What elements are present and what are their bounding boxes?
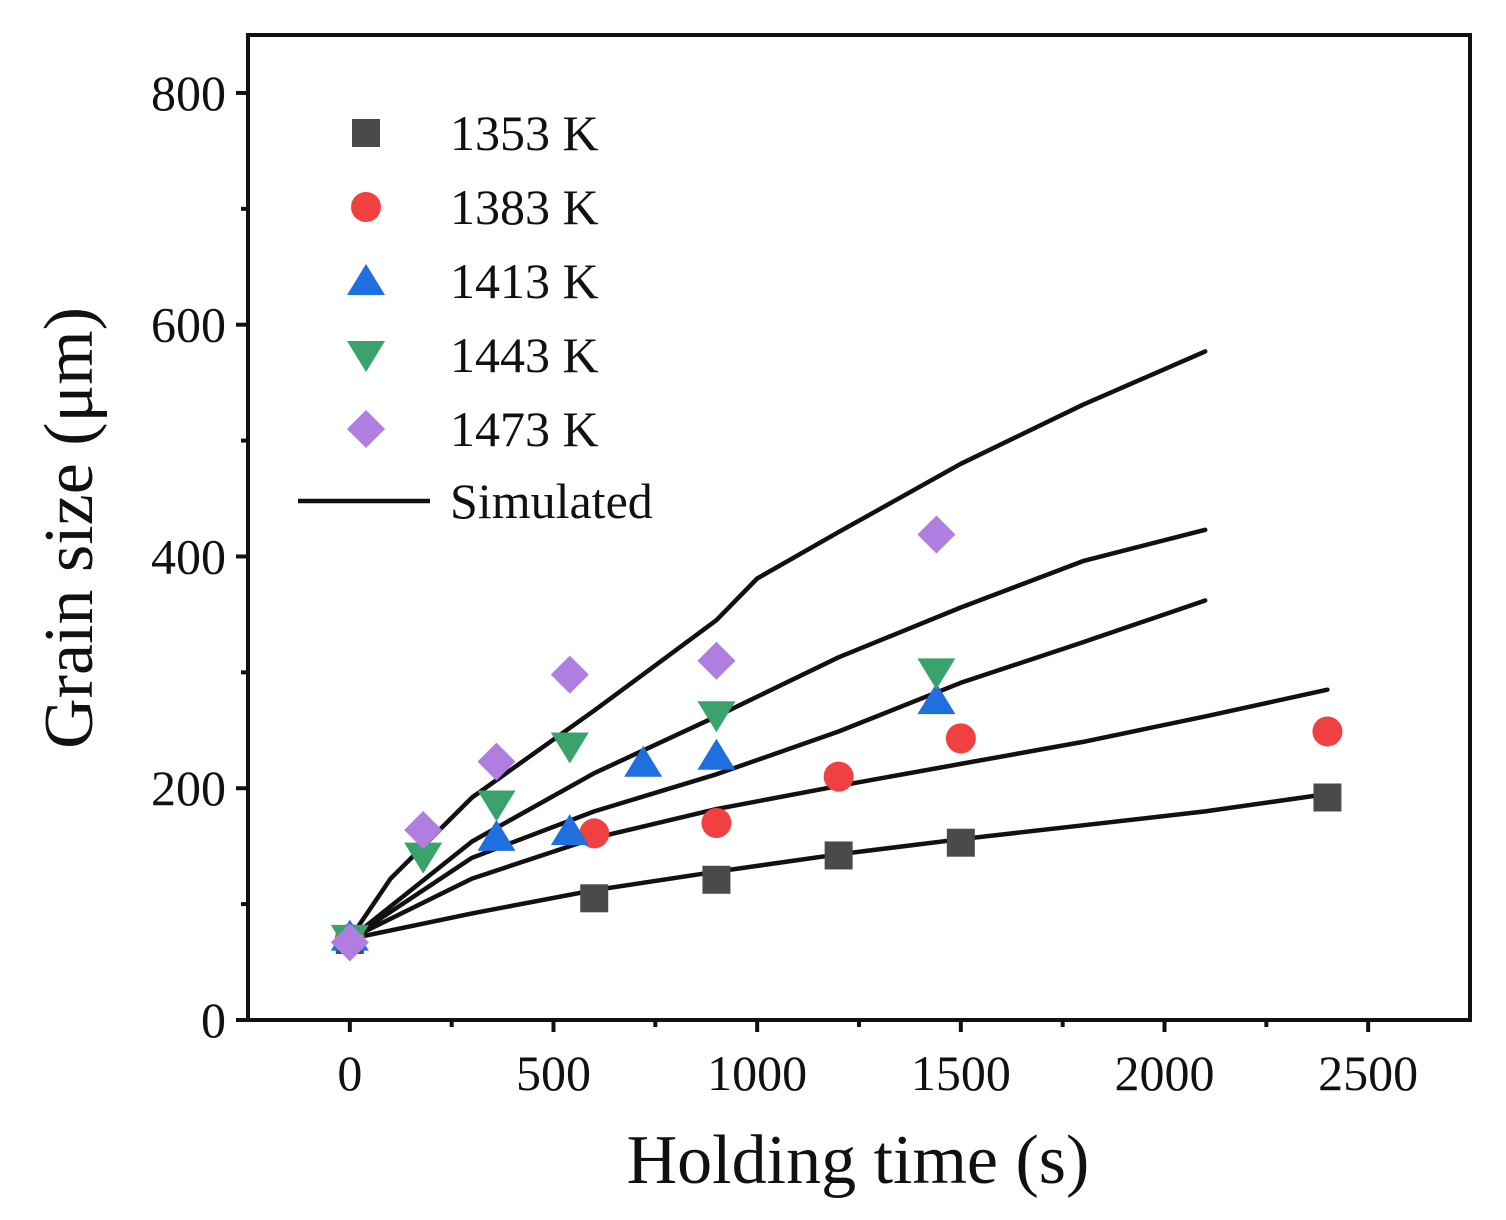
legend-marker — [347, 264, 385, 295]
data-point — [697, 738, 736, 770]
x-tick-label: 2000 — [1115, 1045, 1215, 1101]
data-point — [824, 841, 853, 870]
data-point — [823, 761, 854, 792]
legend-label: 1443 K — [450, 327, 599, 383]
data-point — [697, 701, 736, 733]
data-point — [945, 723, 976, 754]
legend: 1353 K 1383 K 1413 K 1443 K 1473 K Simulated — [298, 105, 653, 529]
axis-ticks: 0 500 1000 1500 2000 2500 0 200 400 600 800 — [151, 65, 1418, 1101]
simulated-curve-3 — [347, 598, 1208, 942]
y-tick-label: 800 — [151, 65, 226, 121]
data-markers — [330, 515, 1343, 962]
legend-marker — [352, 119, 380, 147]
data-point — [702, 865, 731, 894]
x-axis-title: Holding time (s) — [627, 1122, 1090, 1199]
series-1473-k — [330, 515, 956, 962]
data-point — [917, 658, 956, 690]
y-axis-title: Grain size (μm) — [31, 307, 108, 749]
y-tick-label: 400 — [151, 528, 226, 584]
data-point — [701, 808, 732, 838]
data-point — [550, 814, 589, 846]
y-tick-label: 200 — [151, 760, 226, 816]
data-point — [550, 732, 589, 764]
legend-label: 1473 K — [450, 401, 599, 457]
legend-label: 1383 K — [450, 179, 599, 235]
data-point — [1313, 783, 1342, 812]
data-point — [477, 742, 516, 781]
data-point — [946, 828, 975, 857]
data-point — [477, 790, 516, 822]
y-tick-label: 0 — [201, 992, 226, 1048]
x-tick-label: 2500 — [1318, 1045, 1418, 1101]
data-point — [404, 842, 443, 874]
data-point — [579, 818, 610, 849]
data-point — [624, 745, 663, 777]
data-point — [917, 515, 956, 554]
series-1353-k — [335, 783, 1342, 955]
data-point — [477, 819, 516, 851]
data-point — [580, 884, 609, 913]
data-point — [550, 655, 589, 694]
x-tick-label: 1500 — [911, 1045, 1011, 1101]
data-point — [404, 810, 443, 849]
x-tick-label: 1000 — [707, 1045, 807, 1101]
series-1443-k — [330, 658, 956, 956]
legend-label: 1413 K — [450, 253, 599, 309]
legend-label: Simulated — [450, 473, 653, 529]
data-point — [697, 641, 736, 680]
data-point — [330, 923, 369, 962]
x-tick-label: 500 — [516, 1045, 591, 1101]
legend-marker — [351, 192, 381, 222]
legend-marker — [347, 341, 385, 372]
legend-label: 1353 K — [450, 105, 599, 161]
y-tick-label: 600 — [151, 297, 226, 353]
data-point — [917, 683, 956, 715]
x-tick-label: 0 — [337, 1045, 362, 1101]
data-point — [1312, 716, 1343, 747]
legend-marker — [347, 410, 385, 448]
